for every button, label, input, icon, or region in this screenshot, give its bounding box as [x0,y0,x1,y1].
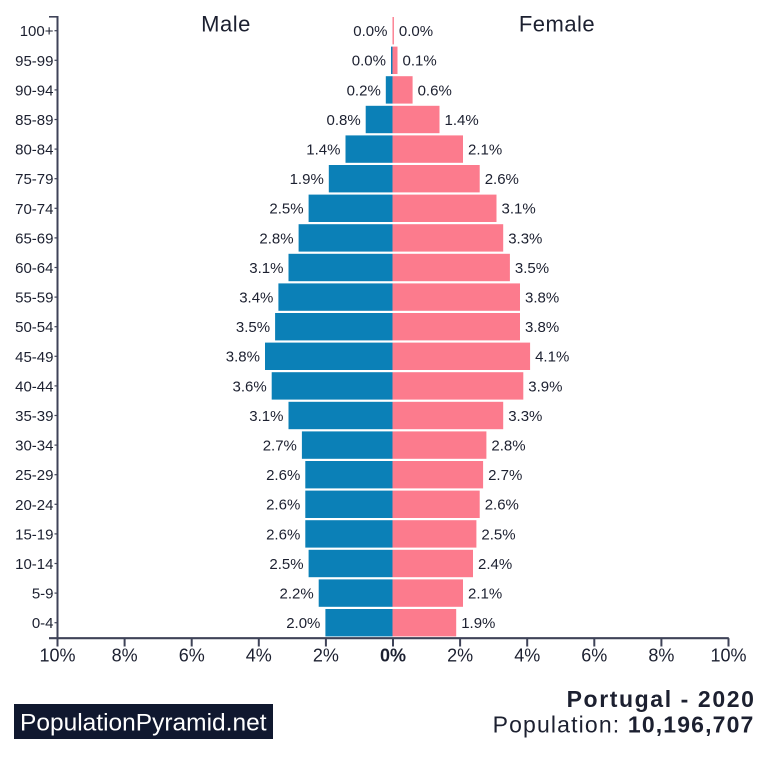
svg-text:2.1%: 2.1% [468,586,502,603]
svg-text:3.1%: 3.1% [249,408,283,425]
svg-text:2.5%: 2.5% [269,201,303,218]
svg-text:2.5%: 2.5% [481,526,515,543]
svg-text:8%: 8% [648,646,674,666]
svg-text:2.7%: 2.7% [263,438,297,455]
svg-text:3.5%: 3.5% [515,260,549,277]
svg-text:0.8%: 0.8% [326,112,360,129]
svg-text:30-34: 30-34 [15,438,53,455]
svg-text:3.5%: 3.5% [236,319,270,336]
svg-text:2.6%: 2.6% [266,526,300,543]
svg-text:6%: 6% [581,646,607,666]
svg-text:2%: 2% [447,646,473,666]
svg-text:80-84: 80-84 [15,142,53,159]
svg-text:5-9: 5-9 [32,586,54,603]
svg-text:1.9%: 1.9% [290,171,324,188]
svg-text:55-59: 55-59 [15,290,53,307]
svg-text:3.4%: 3.4% [239,290,273,307]
svg-text:45-49: 45-49 [15,349,53,366]
svg-text:50-54: 50-54 [15,319,53,336]
svg-text:3.1%: 3.1% [249,260,283,277]
svg-text:3.8%: 3.8% [525,290,559,307]
svg-text:0.0%: 0.0% [399,23,433,40]
svg-text:3.1%: 3.1% [502,201,536,218]
svg-text:4%: 4% [246,646,272,666]
svg-text:75-79: 75-79 [15,171,53,188]
svg-text:2.4%: 2.4% [478,556,512,573]
svg-text:0.1%: 0.1% [403,53,437,70]
svg-text:15-19: 15-19 [15,526,53,543]
svg-text:90-94: 90-94 [15,82,53,99]
svg-text:70-74: 70-74 [15,201,53,218]
svg-text:60-64: 60-64 [15,260,53,277]
svg-text:40-44: 40-44 [15,378,53,395]
svg-text:2.6%: 2.6% [266,467,300,484]
svg-text:8%: 8% [112,646,138,666]
svg-text:2.5%: 2.5% [269,556,303,573]
svg-text:0.2%: 0.2% [347,82,381,99]
svg-text:2.0%: 2.0% [286,615,320,632]
svg-text:10%: 10% [39,646,75,666]
svg-text:3.3%: 3.3% [508,230,542,247]
svg-text:2.7%: 2.7% [488,467,522,484]
svg-text:2.2%: 2.2% [279,586,313,603]
svg-text:Population: 10,196,707: Population: 10,196,707 [493,712,755,738]
svg-text:35-39: 35-39 [15,408,53,425]
svg-text:6%: 6% [179,646,205,666]
svg-text:95-99: 95-99 [15,53,53,70]
svg-text:3.3%: 3.3% [508,408,542,425]
svg-text:1.4%: 1.4% [445,112,479,129]
svg-text:100+: 100+ [20,23,54,40]
svg-text:2.6%: 2.6% [485,171,519,188]
svg-text:85-89: 85-89 [15,112,53,129]
svg-text:4%: 4% [514,646,540,666]
svg-text:Portugal - 2020: Portugal - 2020 [567,686,756,712]
svg-text:2.6%: 2.6% [266,497,300,514]
svg-text:2%: 2% [313,646,339,666]
svg-text:2.8%: 2.8% [259,230,293,247]
svg-text:20-24: 20-24 [15,497,53,514]
svg-text:2.6%: 2.6% [485,497,519,514]
svg-text:65-69: 65-69 [15,230,53,247]
svg-text:1.4%: 1.4% [306,142,340,159]
svg-text:1.9%: 1.9% [461,615,495,632]
svg-text:0.0%: 0.0% [352,53,386,70]
svg-text:2.1%: 2.1% [468,142,502,159]
svg-text:0.0%: 0.0% [353,23,387,40]
svg-text:3.6%: 3.6% [232,378,266,395]
svg-text:PopulationPyramid.net: PopulationPyramid.net [20,710,267,737]
svg-text:0%: 0% [380,646,406,666]
svg-text:Female: Female [519,12,595,37]
svg-text:2.8%: 2.8% [491,438,525,455]
svg-text:Male: Male [201,12,251,37]
svg-text:10-14: 10-14 [15,556,53,573]
svg-text:10%: 10% [710,646,746,666]
svg-text:25-29: 25-29 [15,467,53,484]
svg-text:3.8%: 3.8% [226,349,260,366]
svg-text:3.9%: 3.9% [528,378,562,395]
svg-text:0-4: 0-4 [32,615,54,632]
svg-text:0.6%: 0.6% [418,82,452,99]
svg-text:3.8%: 3.8% [525,319,559,336]
svg-text:4.1%: 4.1% [535,349,569,366]
